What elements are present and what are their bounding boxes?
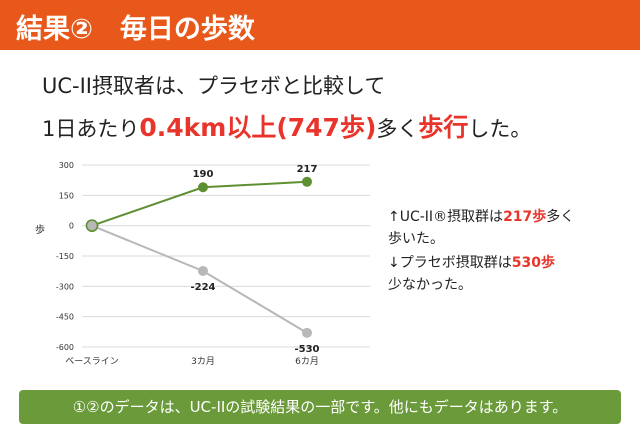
placebo-note-line-1: ↓プラセボ摂取群は530歩 bbox=[388, 252, 555, 272]
uc2-note-prefix: ↑UC-II®摂取群は bbox=[388, 209, 504, 225]
lead-line-1: UC-II摂取者は、プラセボと比較して bbox=[42, 74, 386, 98]
uc2-note-value: 217歩 bbox=[503, 209, 547, 225]
placebo-note-prefix: ↓プラセボ摂取群は bbox=[388, 255, 512, 271]
page-title: 結果② 毎日の歩数 bbox=[16, 14, 255, 45]
x-tick-label: 6カ月 bbox=[295, 356, 319, 367]
y-tick-label: 0 bbox=[69, 222, 74, 231]
data-point bbox=[302, 327, 312, 338]
y-tick-label: 150 bbox=[59, 191, 74, 200]
data-label: -224 bbox=[190, 282, 215, 293]
footer-banner: ①②のデータは、UC-IIの試験結果の一部です。他にもデータはあります。 bbox=[19, 390, 621, 424]
data-point bbox=[302, 176, 312, 187]
x-tick-labels: ベースライン 3カ月 6カ月 bbox=[65, 356, 319, 367]
lead-mid: 多く bbox=[376, 117, 419, 141]
x-tick-label: 3カ月 bbox=[191, 356, 215, 367]
uc2-note-line-1: ↑UC-II®摂取群は217歩多く bbox=[388, 206, 574, 226]
x-tick-label: ベースライン bbox=[65, 356, 119, 367]
chart-series: 190 217 -224 -530 bbox=[85, 164, 320, 355]
data-point bbox=[198, 265, 208, 276]
footer-text: ①②のデータは、UC-IIの試験結果の一部です。他にもデータはあります。 bbox=[72, 398, 568, 416]
data-point bbox=[198, 182, 208, 193]
title-bar: 結果② 毎日の歩数 bbox=[0, 0, 640, 50]
data-label: 217 bbox=[297, 164, 318, 175]
placebo-note-line-2: 少なかった。 bbox=[388, 277, 472, 293]
lead-highlight-distance: 0.4km以上(747歩) bbox=[139, 113, 377, 142]
lead-highlight-walk: 歩行 bbox=[418, 113, 469, 142]
lead-line-2: 1日あたり0.4km以上(747歩)多く歩行した。 bbox=[42, 108, 531, 144]
data-label: 190 bbox=[193, 169, 214, 180]
y-tick-labels: 300 150 0 -150 -300 -450 -600 bbox=[56, 161, 74, 352]
y-tick-label: 300 bbox=[59, 161, 74, 170]
y-axis-label: 歩 bbox=[35, 223, 45, 236]
uc2-note-line-2: 歩いた。 bbox=[388, 231, 444, 247]
data-label: -530 bbox=[294, 344, 319, 355]
uc2-note-suffix: 多く bbox=[546, 209, 575, 225]
step-change-chart: 300 150 0 -150 -300 -450 -600 ベースライン 3カ月 6カ月 歩 1… bbox=[35, 161, 370, 367]
lead-suffix: した。 bbox=[468, 117, 532, 141]
chart-grid bbox=[82, 164, 370, 348]
y-tick-label: -600 bbox=[56, 343, 74, 352]
lead-prefix: 1日あたり bbox=[42, 117, 140, 141]
placebo-note-value: 530歩 bbox=[511, 255, 555, 271]
y-tick-label: -300 bbox=[56, 282, 74, 291]
data-point bbox=[85, 219, 99, 232]
y-tick-label: -450 bbox=[56, 313, 74, 322]
y-tick-label: -150 bbox=[56, 252, 74, 261]
